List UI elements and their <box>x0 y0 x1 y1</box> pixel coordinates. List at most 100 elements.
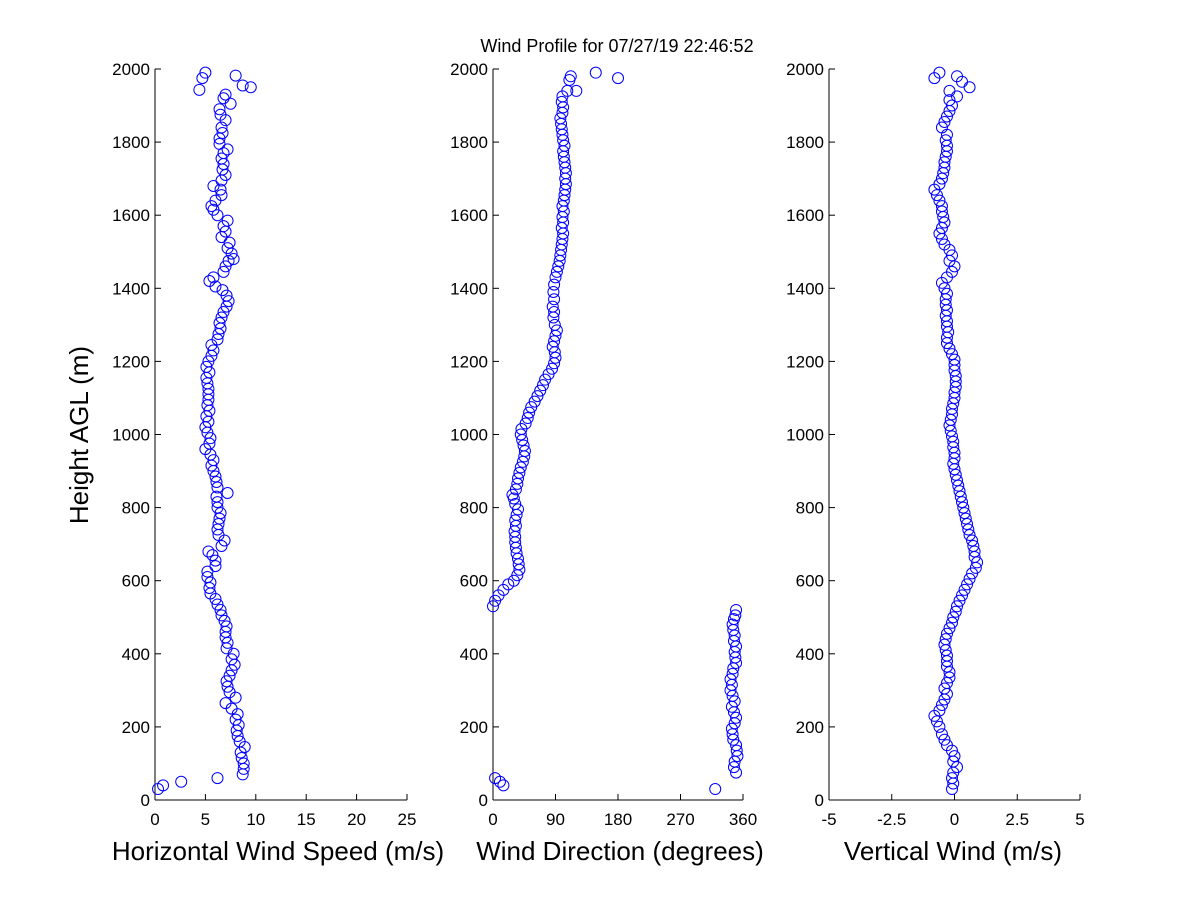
speed-data-point <box>222 295 235 308</box>
vertical-data-point <box>939 134 952 147</box>
speed-data-point <box>215 539 228 552</box>
speed-x-tick-label: 10 <box>246 810 265 829</box>
direction-y-tick-label: 800 <box>460 499 488 518</box>
vertical-y-tick-label: 1200 <box>786 352 824 371</box>
speed-data-point <box>227 253 240 266</box>
direction-data-point <box>612 72 624 85</box>
vertical-data-point <box>938 156 951 169</box>
vertical-y-tick-label: 400 <box>796 645 824 664</box>
speed-data-point <box>229 713 242 726</box>
vertical-data-point <box>943 94 956 107</box>
speed-data-point <box>209 554 222 567</box>
direction-y-tick-label: 1400 <box>450 279 488 298</box>
vertical-data-point <box>949 468 962 481</box>
speed-data-point <box>218 614 231 627</box>
vertical-data-point <box>966 534 979 547</box>
direction-data-point <box>727 761 740 774</box>
vertical-data-point <box>935 698 948 711</box>
direction-data-point <box>709 783 722 796</box>
speed-data-point <box>233 735 246 748</box>
vertical-data-point <box>945 616 958 629</box>
vertical-data-point <box>940 739 953 752</box>
vertical-data-point <box>943 84 956 97</box>
speed-y-tick-label: 200 <box>122 718 150 737</box>
speed-data-point <box>204 432 217 445</box>
speed-data-point <box>199 66 212 79</box>
speed-y-tick-label: 2000 <box>112 60 150 79</box>
speed-data-point <box>207 271 220 284</box>
speed-y-tick-label: 1000 <box>112 426 150 445</box>
speed-data-point <box>214 108 227 121</box>
direction-data-point <box>517 439 530 452</box>
direction-x-tick-label: 270 <box>666 810 694 829</box>
direction-data-points <box>487 66 744 796</box>
speed-data-point <box>220 675 233 688</box>
speed-data-point <box>207 454 220 467</box>
direction-x-tick-label: 360 <box>729 810 757 829</box>
vertical-data-point <box>933 720 946 733</box>
speed-data-point <box>193 83 206 96</box>
vertical-data-point <box>948 353 961 366</box>
direction-data-point <box>550 265 563 278</box>
speed-data-point <box>221 143 234 156</box>
vertical-data-point <box>939 633 952 646</box>
vertical-y-tick-label: 2000 <box>786 60 824 79</box>
vertical-data-point <box>935 121 948 134</box>
vertical-x-tick-label: 5 <box>1075 810 1084 829</box>
direction-data-point <box>730 711 743 724</box>
direction-data-point <box>523 406 536 419</box>
direction-data-point <box>512 472 524 485</box>
vertical-y-tick-label: 200 <box>796 718 824 737</box>
vertical-data-point <box>957 501 970 514</box>
direction-data-point <box>548 335 561 348</box>
vertical-data-point <box>945 99 958 112</box>
direction-data-point <box>570 84 583 97</box>
speed-data-point <box>215 152 228 165</box>
vertical-data-point <box>940 110 953 123</box>
direction-x-tick-label: 90 <box>546 810 565 829</box>
direction-data-point <box>518 444 531 457</box>
vertical-data-point <box>961 578 974 591</box>
direction-data-point <box>513 466 526 479</box>
vertical-data-point <box>938 638 951 651</box>
direction-data-point <box>555 95 568 108</box>
direction-data-point <box>548 293 561 306</box>
speed-data-point <box>206 549 219 562</box>
speed-x-tick-label: 5 <box>201 810 210 829</box>
vertical-data-point <box>943 666 956 679</box>
speed-data-point <box>220 620 233 633</box>
speed-data-point <box>200 360 213 373</box>
speed-data-point <box>216 126 229 139</box>
direction-data-point <box>512 503 524 516</box>
vertical-y-tick-label: 1400 <box>786 279 824 298</box>
speed-data-point <box>244 81 257 94</box>
speed-data-point <box>201 565 214 578</box>
speed-data-point <box>211 496 224 509</box>
vertical-data-point <box>956 589 969 602</box>
vertical-data-point <box>958 507 971 520</box>
vertical-data-point <box>953 485 966 498</box>
speed-data-point <box>237 757 250 770</box>
direction-x-tick-label: 180 <box>604 810 632 829</box>
vertical-y-tick-label: 0 <box>815 791 824 810</box>
vertical-y-tick-label: 1800 <box>786 133 824 152</box>
vertical-data-point <box>938 115 951 128</box>
speed-data-point <box>225 653 238 666</box>
speed-data-point <box>202 355 215 368</box>
direction-data-point <box>549 351 562 364</box>
vertical-data-point <box>933 227 946 240</box>
vertical-data-point <box>938 682 951 695</box>
direction-data-point <box>547 285 560 298</box>
direction-data-point <box>519 417 532 430</box>
speed-data-point <box>211 598 224 611</box>
speed-x-tick-label: 0 <box>150 810 159 829</box>
vertical-data-point <box>933 194 946 207</box>
direction-y-tick-label: 400 <box>460 645 488 664</box>
direction-data-point <box>554 112 567 125</box>
direction-y-tick-label: 2000 <box>450 60 488 79</box>
direction-data-point <box>549 271 562 284</box>
direction-data-point <box>724 673 737 686</box>
direction-data-point <box>729 609 742 622</box>
speed-data-point <box>215 609 228 622</box>
